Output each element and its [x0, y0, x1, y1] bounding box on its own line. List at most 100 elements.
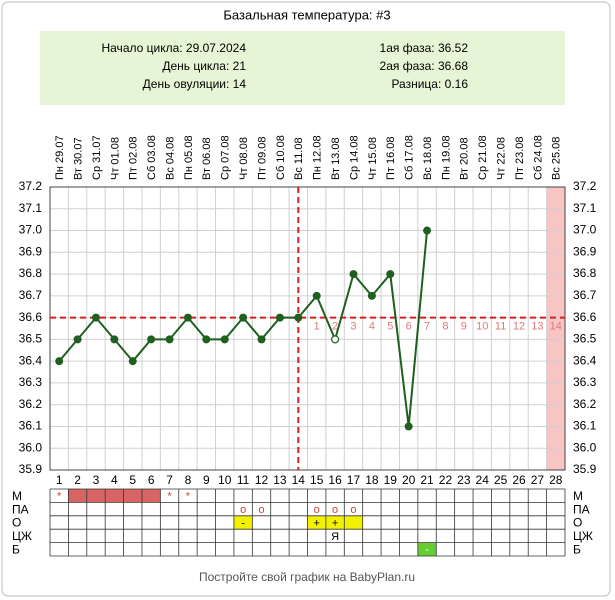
x-tick-label: 10	[218, 473, 232, 487]
y-tick-label: 36.2	[19, 397, 43, 411]
date-label: Вс 04.08	[164, 137, 176, 180]
temperature-point	[275, 313, 284, 322]
table-cell-text: +	[332, 517, 338, 529]
date-label: Вс 11.08	[293, 137, 305, 180]
x-tick-label: 20	[402, 473, 416, 487]
y-tick-label: 36.7	[19, 288, 43, 302]
y-tick-label: 36.8	[573, 266, 597, 280]
row-label: Б	[12, 542, 20, 556]
x-tick-label: 18	[365, 473, 379, 487]
date-label: Чт 15.08	[367, 137, 379, 180]
y-tick-label: 37.1	[573, 201, 597, 215]
y-tick-label: 36.0	[19, 440, 43, 454]
date-label: Вт 06.08	[201, 137, 213, 180]
x-tick-label: 24	[476, 473, 490, 487]
x-tick-label: 19	[384, 473, 398, 487]
table-cell-fill	[417, 542, 437, 556]
phase-day: 6	[406, 321, 412, 333]
date-label: Пт 09.08	[256, 136, 268, 180]
table-cell-fill	[141, 489, 161, 503]
y-tick-label: 36.6	[573, 310, 597, 324]
table-cell-text: o	[240, 504, 246, 516]
date-label: Пт 23.08	[514, 136, 526, 180]
date-label: Вт 30.07	[72, 137, 84, 180]
temperature-point	[165, 335, 174, 344]
temperature-point	[386, 270, 395, 279]
temperature-point	[183, 313, 192, 322]
date-label: Пт 16.08	[385, 136, 397, 180]
date-label: Сб 03.08	[146, 135, 158, 180]
table-cell-text: o	[314, 504, 320, 516]
x-tick-label: 1	[56, 473, 63, 487]
y-tick-label: 37.2	[19, 179, 43, 193]
x-tick-label: 11	[237, 473, 250, 487]
phase-day: 7	[424, 321, 430, 333]
x-tick-label: 4	[111, 473, 118, 487]
y-tick-label: 36.7	[573, 288, 597, 302]
date-label: Сб 17.08	[404, 135, 416, 180]
info: 2ая фаза: 36.68	[380, 59, 469, 73]
phase-day: 11	[495, 321, 506, 333]
info: Начало цикла: 29.07.2024	[101, 41, 246, 55]
table-cell-text: o	[258, 504, 264, 516]
table-cell-fill	[68, 489, 87, 503]
x-tick-label: 7	[166, 473, 173, 487]
phase-day: 13	[531, 321, 543, 333]
row-label: ПА	[573, 502, 590, 516]
table-cell-fill	[325, 515, 345, 530]
y-tick-label: 36.2	[573, 397, 597, 411]
x-tick-label: 9	[203, 473, 210, 487]
table-cell-text: *	[167, 491, 172, 503]
date-label: Вт 20.08	[459, 137, 471, 180]
y-tick-label: 36.3	[573, 375, 597, 389]
y-tick-label: 35.9	[573, 462, 597, 476]
temperature-point	[330, 335, 340, 344]
table-cell-text: o	[350, 504, 356, 516]
table-cell-text: *	[57, 491, 62, 503]
table-cell-text: o	[332, 504, 338, 516]
x-tick-label: 16	[328, 473, 342, 487]
table-cell-fill	[233, 515, 253, 530]
date-label: Ср 21.08	[477, 135, 489, 180]
date-label: Ср 07.08	[220, 135, 232, 180]
date-label: Ср 14.08	[348, 135, 360, 180]
info: День овуляции: 14	[143, 77, 247, 91]
y-tick-label: 36.8	[19, 266, 43, 280]
table-cell-text: *	[186, 491, 191, 503]
temperature-point	[294, 313, 303, 322]
temperature-point	[147, 335, 156, 344]
x-tick-label: 6	[148, 473, 155, 487]
row-label: М	[573, 489, 583, 503]
y-tick-label: 35.9	[19, 462, 43, 476]
x-tick-label: 15	[310, 473, 324, 487]
date-label: Пт 02.08	[128, 136, 140, 180]
row-label: ЦЖ	[12, 529, 32, 543]
phase-day: 8	[442, 321, 448, 333]
info: 1ая фаза: 36.52	[380, 41, 469, 55]
table-cell-text: +	[313, 517, 319, 529]
x-tick-label: 8	[185, 473, 192, 487]
temperature-point	[423, 226, 432, 235]
phase-day: 4	[369, 321, 375, 333]
temperature-point	[367, 291, 376, 300]
plot-border	[49, 186, 566, 471]
info: День цикла: 21	[162, 59, 246, 73]
phase-day: 12	[513, 321, 525, 333]
table-cell-text: -	[425, 544, 429, 556]
highlight-column	[546, 187, 565, 470]
date-label: Вт 13.08	[330, 137, 342, 180]
temperature-point	[202, 335, 211, 344]
temperature-point	[220, 335, 229, 344]
y-tick-label: 37.1	[19, 201, 43, 215]
x-tick-label: 27	[531, 473, 545, 487]
x-tick-label: 14	[292, 473, 306, 487]
row-label: О	[12, 516, 21, 530]
row-label: О	[573, 516, 582, 530]
date-label: Чт 01.08	[109, 137, 121, 180]
y-tick-label: 36.6	[19, 310, 43, 324]
temperature-point	[128, 357, 137, 366]
y-tick-label: 36.4	[19, 353, 43, 367]
x-tick-label: 3	[93, 473, 100, 487]
